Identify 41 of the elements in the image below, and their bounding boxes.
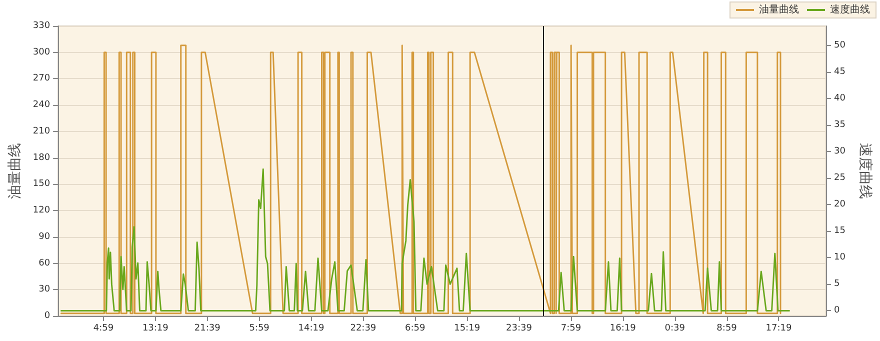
x-tick-label: 8:59 xyxy=(716,324,738,334)
x-tick-label: 23:39 xyxy=(506,324,532,334)
y-axis-title: 油量曲线 xyxy=(7,143,23,199)
y2-tick-label: 45 xyxy=(834,67,846,78)
y2-tick-label: 20 xyxy=(834,200,846,210)
y2-tick-label: 40 xyxy=(834,94,846,104)
x-tick-label: 15:19 xyxy=(454,324,480,334)
y-tick-label: 30 xyxy=(38,284,50,295)
y-tick-label: 300 xyxy=(32,47,50,58)
y2-axis-title: 速度曲线 xyxy=(857,143,873,199)
x-tick-label: 21:39 xyxy=(194,324,221,334)
x-tick-label: 0:39 xyxy=(664,324,686,334)
y2-tick-label: 15 xyxy=(834,226,846,236)
x-tick-label: 16:19 xyxy=(610,324,636,334)
y-tick-label: 60 xyxy=(38,258,50,268)
x-tick-label: 7:59 xyxy=(560,324,582,334)
x-tick-label: 22:39 xyxy=(350,324,376,334)
y2-tick-label: 30 xyxy=(834,146,846,157)
legend-label: 速度曲线 xyxy=(830,4,870,16)
y-tick-label: 90 xyxy=(38,232,50,242)
y-tick-label: 270 xyxy=(32,74,50,84)
x-tick-label: 17:19 xyxy=(766,324,792,334)
y-tick-label: 180 xyxy=(32,152,50,163)
y-tick-label: 120 xyxy=(32,206,50,216)
y2-tick-label: 35 xyxy=(834,120,846,130)
y2-tick-label: 0 xyxy=(834,306,840,316)
y-tick-label: 150 xyxy=(32,179,50,190)
x-tick-label: 13:19 xyxy=(142,324,169,334)
y-tick-label: 0 xyxy=(44,311,50,321)
y-tick-label: 330 xyxy=(32,21,50,31)
x-tick-label: 6:59 xyxy=(405,324,426,334)
legend-label: 油量曲线 xyxy=(759,4,799,16)
y2-tick-label: 50 xyxy=(834,40,846,51)
x-tick-label: 4:59 xyxy=(93,324,114,334)
x-tick-label: 14:19 xyxy=(298,324,324,334)
y-tick-label: 210 xyxy=(32,126,50,136)
x-tick-label: 5:59 xyxy=(249,324,270,334)
y2-tick-label: 10 xyxy=(834,252,846,263)
y-tick-label: 240 xyxy=(32,100,50,110)
y2-tick-label: 5 xyxy=(834,279,840,290)
y2-tick-label: 25 xyxy=(834,173,846,184)
